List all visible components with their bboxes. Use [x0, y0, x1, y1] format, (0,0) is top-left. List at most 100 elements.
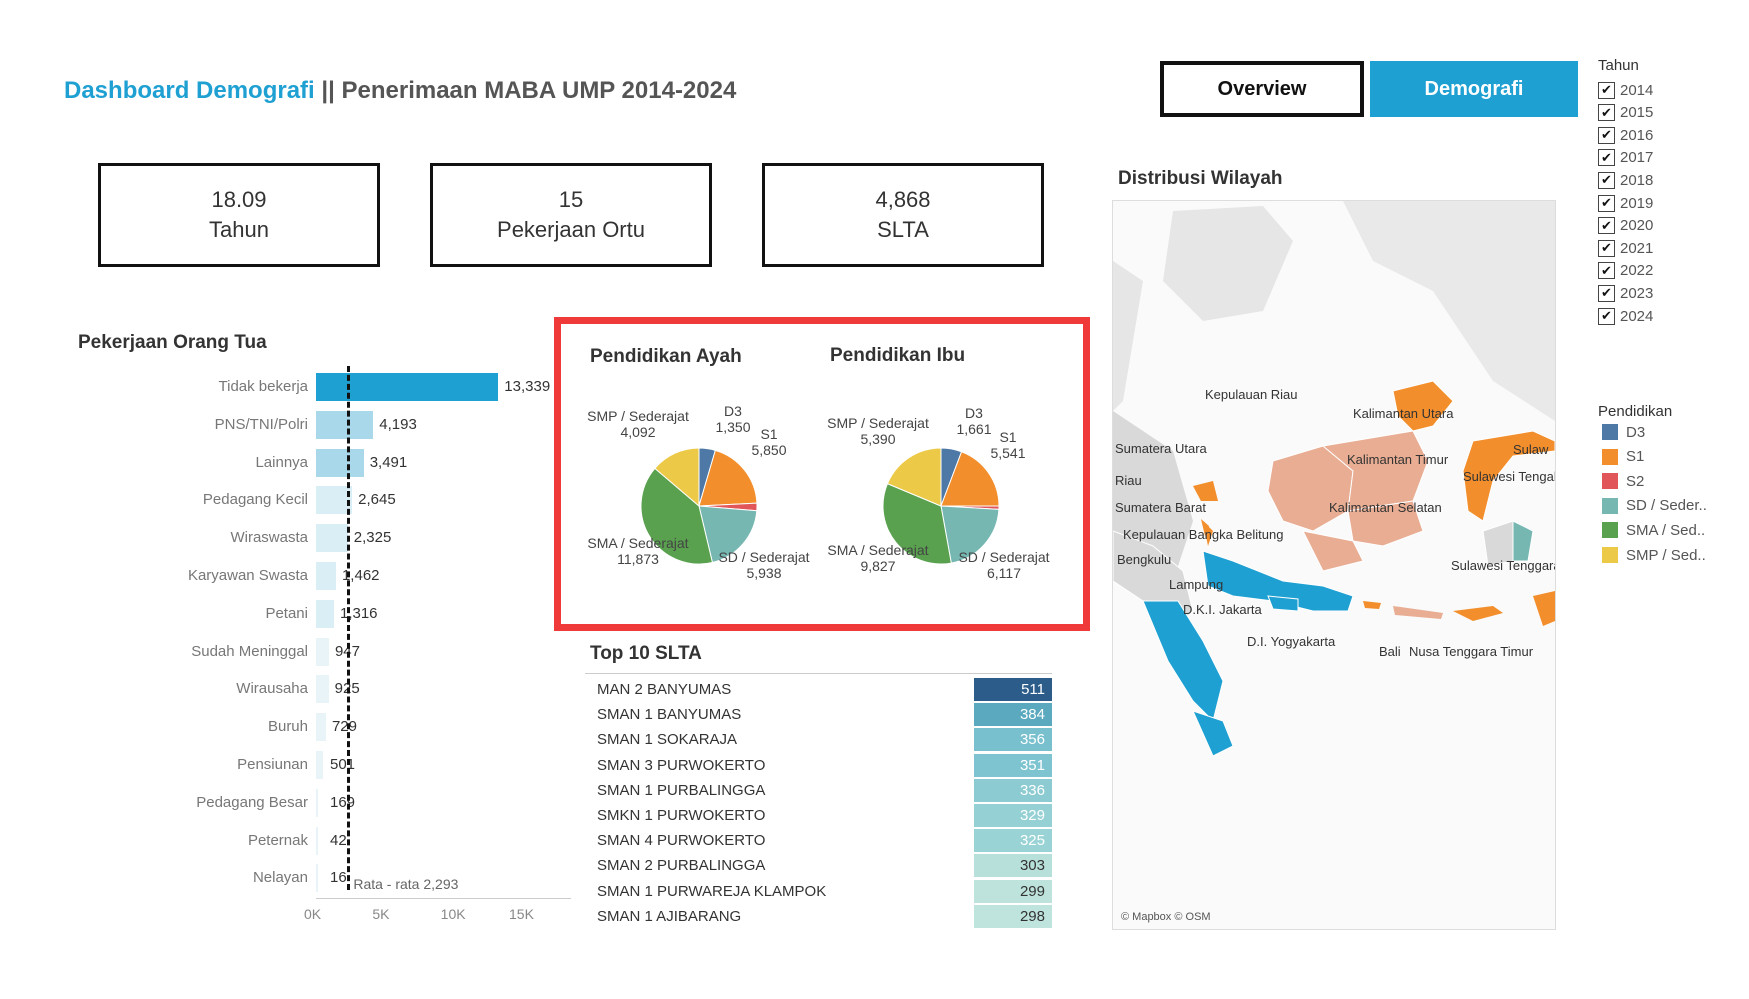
table-row[interactable]: SMAN 1 BANYUMAS 384 [590, 703, 1052, 727]
year-label: 2017 [1620, 149, 1654, 167]
map-label: D.K.I. Jakarta [1183, 602, 1262, 617]
bar[interactable] [316, 599, 334, 628]
year-label: 2019 [1620, 194, 1654, 212]
kpi-card-slta: 4,868 SLTA [762, 163, 1044, 267]
legend-label: SD / Seder.. [1626, 497, 1707, 515]
ayah-label-s1: S1 5,850 [751, 426, 787, 458]
pie-slice[interactable] [654, 447, 700, 508]
bar[interactable] [316, 448, 364, 477]
bar[interactable] [316, 826, 318, 855]
slta-count-cell: 384 [974, 703, 1052, 727]
pekerjaan-bar-chart: Tidak bekerja 13,339 PNS/TNI/Polri 4,193 Lai… [0, 0, 580, 940]
slta-title: Top 10 SLTA [590, 643, 702, 664]
bar[interactable] [316, 751, 323, 779]
pie-slice[interactable] [698, 505, 758, 564]
legend-item[interactable]: SD / Seder.. [1602, 494, 1707, 518]
year-checkbox-item[interactable]: ✔ 2022 [1598, 260, 1653, 282]
pie-slice[interactable] [698, 449, 758, 507]
map-label: Sulaw [1513, 442, 1549, 457]
pie-slice[interactable] [940, 451, 1000, 507]
checkbox-checked-icon[interactable]: ✔ [1598, 171, 1615, 189]
x-axis-tick: 10K [440, 906, 466, 922]
legend-label: SMA / Sed.. [1626, 521, 1706, 539]
bar-category-label: Wirausaha [236, 680, 308, 698]
year-checkbox-item[interactable]: ✔ 2014 [1598, 79, 1653, 101]
map-container[interactable]: Kepulauan Riau Kalimantan Utara Kalimant… [1112, 200, 1556, 930]
slta-divider [585, 673, 1052, 674]
checkbox-checked-icon[interactable]: ✔ [1598, 81, 1615, 99]
table-row[interactable]: MAN 2 BANYUMAS 511 [590, 678, 1052, 701]
table-row[interactable]: SMAN 3 PURWOKERTO 351 [590, 753, 1052, 777]
map-label: Kalimantan Timur [1347, 452, 1449, 467]
bar[interactable] [316, 410, 374, 439]
bar-category-label: Lainnya [255, 453, 308, 471]
checkbox-checked-icon[interactable]: ✔ [1598, 104, 1615, 122]
bar[interactable] [316, 788, 319, 817]
legend-label: S1 [1626, 448, 1645, 466]
bar[interactable] [316, 562, 336, 590]
year-checkbox-item[interactable]: ✔ 2018 [1598, 169, 1653, 191]
legend-item[interactable]: SMP / Sed.. [1602, 543, 1706, 567]
table-row[interactable]: SMAN 4 PURWOKERTO 325 [590, 829, 1052, 853]
bar[interactable] [316, 637, 329, 666]
indonesia-map [1113, 201, 1555, 757]
slta-count-cell: 325 [974, 829, 1052, 853]
year-checkbox-item[interactable]: ✔ 2015 [1598, 102, 1653, 124]
legend-item[interactable]: S2 [1602, 469, 1644, 493]
checkbox-checked-icon[interactable]: ✔ [1598, 217, 1615, 235]
legend-swatch [1602, 473, 1618, 490]
bar[interactable] [316, 373, 499, 401]
pie-slice[interactable] [882, 483, 952, 565]
year-label: 2023 [1620, 284, 1654, 302]
pie-slice[interactable] [940, 505, 1000, 564]
bar[interactable] [316, 524, 348, 553]
pendidikan-ibu-pie[interactable] [880, 445, 1002, 567]
legend-item[interactable]: SMA / Sed.. [1602, 518, 1705, 542]
pendidikan-ayah-pie[interactable] [638, 445, 760, 567]
ayah-label-sma: SMA / Sederajat 11,873 [587, 535, 689, 567]
ayah-label-smp: SMP / Sederajat 4,092 [587, 408, 689, 440]
checkbox-checked-icon[interactable]: ✔ [1598, 307, 1615, 325]
pie-slice[interactable] [886, 447, 942, 507]
checkbox-checked-icon[interactable]: ✔ [1598, 239, 1615, 257]
bar-value-label: 925 [334, 680, 360, 698]
bar-value-label: 3,491 [369, 453, 408, 471]
table-row[interactable]: SMAN 1 AJIBARANG 298 [590, 904, 1052, 928]
bar[interactable] [316, 486, 353, 515]
bar-category-label: Tidak bekerja [218, 378, 309, 395]
table-row[interactable]: SMAN 1 PURBALINGGA 336 [590, 778, 1052, 802]
slta-count-cell: 511 [974, 678, 1052, 701]
bar[interactable] [316, 675, 329, 704]
checkbox-checked-icon[interactable]: ✔ [1598, 284, 1615, 302]
table-row[interactable]: SMAN 2 PURBALINGGA 303 [590, 854, 1052, 878]
checkbox-checked-icon[interactable]: ✔ [1598, 126, 1615, 144]
ayah-label-d3: D3 1,350 [715, 403, 751, 435]
map-label: D.I. Yogyakarta [1247, 634, 1336, 649]
checkbox-checked-icon[interactable]: ✔ [1598, 149, 1615, 167]
overview-button[interactable]: Overview [1160, 61, 1364, 117]
legend-item[interactable]: D3 [1602, 420, 1645, 444]
pendidikan-legend-title: Pendidikan [1598, 403, 1673, 420]
legend-item[interactable]: S1 [1602, 445, 1644, 469]
slta-school-name: SMAN 1 PURBALINGGA [597, 781, 766, 799]
slta-count-cell: 336 [974, 778, 1052, 802]
year-checkbox-item[interactable]: ✔ 2016 [1598, 124, 1653, 146]
bar[interactable] [316, 864, 318, 893]
table-row[interactable]: SMAN 1 SOKARAJA 356 [590, 728, 1052, 752]
demografi-button[interactable]: Demografi [1370, 61, 1578, 117]
year-checkbox-item[interactable]: ✔ 2019 [1598, 192, 1653, 214]
table-row[interactable]: SMAN 1 PURWAREJA KLAMPOK 299 [590, 879, 1052, 903]
table-row[interactable]: SMKN 1 PURWOKERTO 329 [590, 804, 1052, 827]
map-label: Riau [1115, 473, 1142, 488]
checkbox-checked-icon[interactable]: ✔ [1598, 262, 1615, 280]
year-checkbox-item[interactable]: ✔ 2021 [1598, 237, 1653, 259]
year-checkbox-item[interactable]: ✔ 2017 [1598, 147, 1653, 169]
year-checkbox-item[interactable]: ✔ 2024 [1598, 305, 1653, 327]
bar[interactable] [316, 713, 326, 742]
year-checkbox-item[interactable]: ✔ 2023 [1598, 282, 1653, 304]
checkbox-checked-icon[interactable]: ✔ [1598, 194, 1615, 212]
slta-count-cell: 303 [974, 854, 1052, 878]
slta-school-name: SMAN 1 AJIBARANG [597, 907, 742, 925]
year-checkbox-item[interactable]: ✔ 2020 [1598, 215, 1653, 237]
pie-slice[interactable] [640, 467, 714, 565]
